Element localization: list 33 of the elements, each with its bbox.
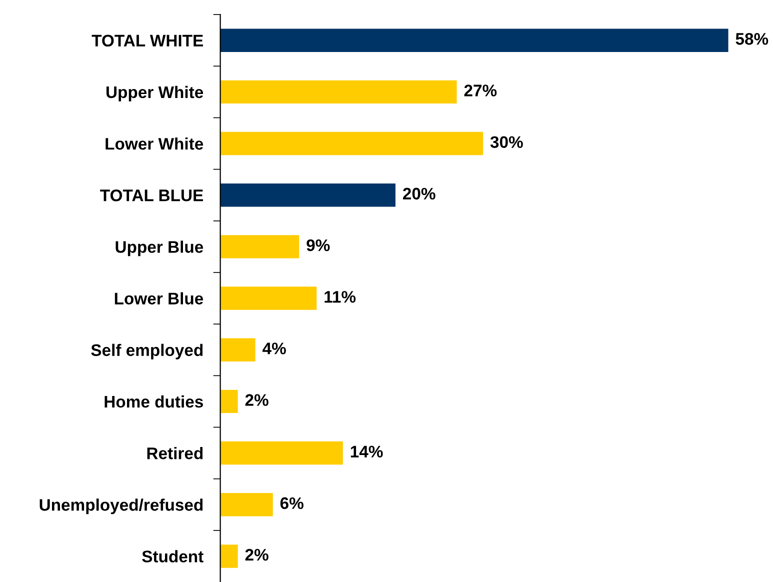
- data-label: 2%: [245, 394, 268, 406]
- data-label: 6%: [280, 497, 304, 510]
- data-label: 27%: [464, 84, 497, 96]
- y-tick-label: Home duties: [104, 395, 203, 408]
- bar: [220, 544, 238, 568]
- y-tick-label: Upper Blue: [116, 240, 204, 256]
- bar: [220, 390, 238, 414]
- y-tick-label: Lower Blue: [114, 292, 204, 304]
- data-label: 58%: [736, 33, 768, 45]
- data-label: 30%: [490, 136, 523, 148]
- data-label: 2%: [245, 548, 268, 561]
- bar: [220, 80, 457, 104]
- y-tick-label: Retired: [147, 446, 203, 460]
- y-tick-label: Upper White: [106, 86, 204, 102]
- bar: [220, 493, 273, 516]
- y-tick-label: TOTAL BLUE: [100, 190, 203, 202]
- y-tick-label: TOTAL WHITE: [92, 34, 203, 47]
- y-tick-label: Student: [142, 550, 204, 562]
- bar: [220, 441, 343, 465]
- bar: [220, 235, 300, 258]
- y-tick-label: Unemployed/refused: [40, 498, 203, 514]
- bar: [220, 28, 728, 52]
- data-label: 20%: [402, 188, 436, 200]
- bar: [220, 132, 484, 156]
- bar: [220, 183, 396, 207]
- data-label: 14%: [350, 446, 383, 458]
- data-label: 4%: [262, 342, 286, 354]
- bar: [220, 286, 317, 310]
- y-tick-label: Self employed: [91, 344, 203, 360]
- data-label: 11%: [324, 290, 356, 303]
- y-tick-label: Lower White: [106, 137, 204, 150]
- data-label: 9%: [306, 239, 330, 252]
- bar: [220, 338, 256, 362]
